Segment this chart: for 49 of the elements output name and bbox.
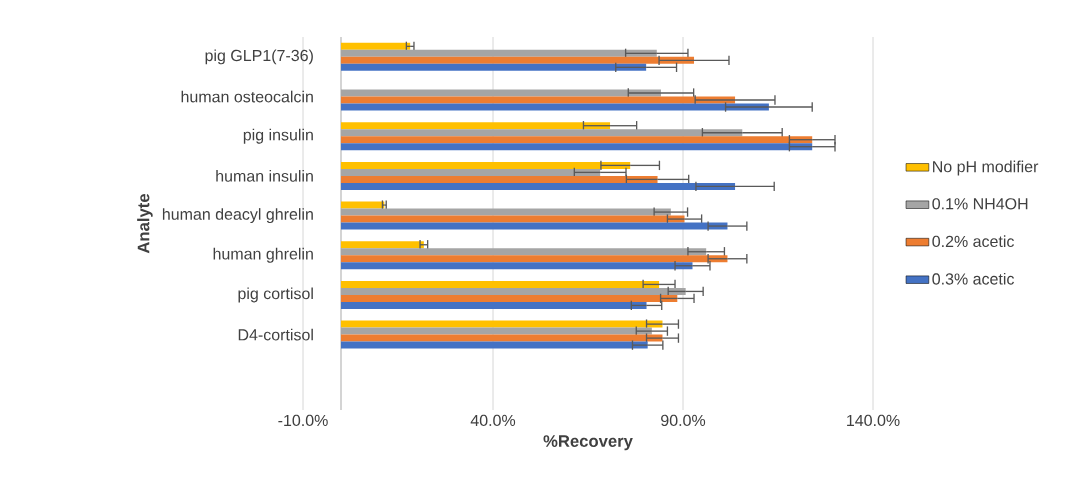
x-tick-label: 140.0%: [847, 414, 900, 427]
bar: [341, 327, 652, 335]
bar: [341, 136, 813, 144]
bar: [341, 201, 385, 209]
bar: [341, 175, 658, 183]
bar: [341, 96, 736, 104]
y-axis-title: Analyte: [137, 193, 153, 254]
bar: [341, 143, 813, 151]
y-tick-label: human osteocalcin: [181, 90, 313, 103]
bar: [341, 63, 647, 71]
y-tick-label: pig insulin: [243, 128, 313, 144]
bar: [341, 129, 743, 137]
bar: [341, 287, 686, 295]
bar: [341, 301, 647, 309]
y-tick-label: human ghrelin: [213, 247, 313, 263]
bar: [341, 280, 660, 288]
bar: [341, 215, 685, 223]
bar: [341, 320, 663, 328]
x-axis-title: %Recovery: [543, 435, 633, 451]
bar: [341, 248, 707, 256]
y-tick-label: pig GLP1(7-36): [205, 49, 313, 65]
legend-label: 0.2% acetic: [932, 235, 1014, 248]
bar: [341, 262, 693, 270]
legend-label: No pH modifier: [933, 160, 1039, 176]
x-tick-label: -10.0%: [278, 414, 328, 427]
bar: [341, 56, 695, 64]
bar: [341, 208, 671, 216]
x-tick-label: 90.0%: [661, 414, 706, 427]
bar: [341, 89, 661, 97]
bar: [341, 255, 728, 263]
y-tick-label: human insulin: [216, 170, 313, 182]
bar: [341, 341, 648, 349]
y-tick-label: D4-cortisol: [238, 328, 313, 341]
bar: [341, 161, 631, 169]
x-tick-label: 40.0%: [470, 414, 516, 427]
bar: [341, 42, 411, 50]
bar: [341, 334, 663, 342]
bar: [341, 168, 601, 176]
legend-label: 0.1% NH4OH: [932, 198, 1028, 210]
bar: [341, 49, 657, 57]
bar: [341, 103, 769, 111]
bar: [341, 222, 728, 230]
y-tick-label: human deacyl ghrelin: [162, 208, 313, 224]
legend-label: 0.3% acetic: [932, 272, 1014, 285]
bar: [341, 241, 424, 249]
y-tick-label: pig cortisol: [238, 287, 313, 303]
bar: [341, 182, 736, 190]
bar: [341, 294, 678, 302]
bar: [341, 122, 611, 130]
